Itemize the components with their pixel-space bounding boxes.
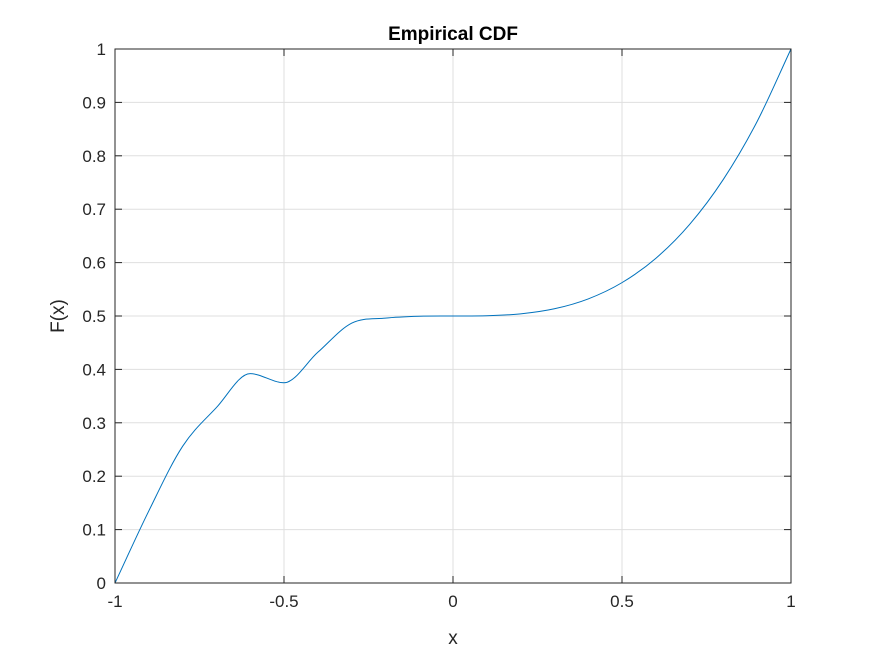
y-tick-label: 0.9 xyxy=(82,93,106,112)
y-tick-labels: 0 0.1 0.2 0.3 0.4 0.5 0.6 0.7 0.8 0.9 1 xyxy=(82,40,106,593)
x-tick-label: 0 xyxy=(448,592,457,611)
y-tick-label: 0 xyxy=(97,574,106,593)
x-tick-label: -1 xyxy=(107,592,122,611)
x-tick-label: -0.5 xyxy=(269,592,298,611)
chart-title: Empirical CDF xyxy=(388,24,518,45)
y-axis-label: F(x) xyxy=(48,299,69,333)
y-tick-label: 0.8 xyxy=(82,147,106,166)
x-axis-label: x xyxy=(448,628,458,649)
y-tick-label: 1 xyxy=(97,40,106,59)
y-tick-label: 0.5 xyxy=(82,307,106,326)
x-tick-labels: -1 -0.5 0 0.5 1 xyxy=(107,592,795,611)
y-tick-label: 0.6 xyxy=(82,254,106,273)
cdf-series xyxy=(114,48,792,584)
x-tick-label: 1 xyxy=(786,592,795,611)
y-tick-label: 0.4 xyxy=(82,360,106,379)
series-layer xyxy=(114,48,792,584)
x-tick-label: 0.5 xyxy=(610,592,634,611)
y-tick-label: 0.2 xyxy=(82,467,106,486)
y-tick-label: 0.1 xyxy=(82,521,106,540)
cdf-line xyxy=(114,48,792,584)
y-tick-label: 0.7 xyxy=(82,200,106,219)
tick-marks xyxy=(114,48,792,584)
y-tick-label: 0.3 xyxy=(82,414,106,433)
